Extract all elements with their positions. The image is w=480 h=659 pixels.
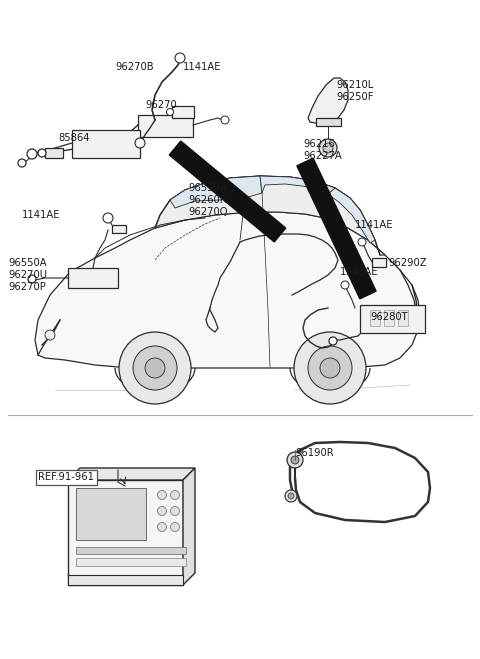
- Bar: [370, 310, 380, 326]
- Bar: [360, 305, 425, 333]
- Text: 96280T: 96280T: [370, 312, 408, 322]
- Circle shape: [170, 490, 180, 500]
- Text: 96550A: 96550A: [8, 258, 47, 268]
- Circle shape: [287, 452, 303, 468]
- Bar: [68, 575, 183, 585]
- Text: 96270P: 96270P: [8, 282, 46, 292]
- Text: 96270: 96270: [145, 100, 177, 110]
- Polygon shape: [183, 468, 195, 585]
- Polygon shape: [155, 176, 385, 255]
- Circle shape: [18, 159, 26, 167]
- Bar: [76, 488, 146, 540]
- Text: 96216: 96216: [303, 139, 335, 149]
- Circle shape: [323, 143, 333, 153]
- Polygon shape: [308, 78, 348, 124]
- Bar: [72, 130, 140, 158]
- Circle shape: [288, 493, 294, 499]
- Circle shape: [291, 456, 299, 464]
- Text: 1141AE: 1141AE: [183, 62, 221, 72]
- Bar: [76, 547, 186, 554]
- Bar: [68, 268, 118, 288]
- Bar: [76, 558, 186, 566]
- Text: 96270B: 96270B: [115, 62, 154, 72]
- Circle shape: [358, 238, 366, 246]
- Polygon shape: [68, 468, 195, 480]
- Circle shape: [175, 53, 185, 63]
- Circle shape: [45, 330, 55, 340]
- Text: 96270Q: 96270Q: [188, 207, 228, 217]
- Circle shape: [170, 507, 180, 515]
- Polygon shape: [170, 176, 262, 208]
- Circle shape: [38, 149, 46, 157]
- Bar: [112, 225, 126, 233]
- Circle shape: [157, 507, 167, 515]
- Text: REF.91-961: REF.91-961: [38, 472, 94, 482]
- Text: 96270U: 96270U: [8, 270, 47, 280]
- Text: 96250F: 96250F: [336, 92, 373, 102]
- Bar: [384, 310, 394, 326]
- Bar: [316, 118, 341, 126]
- Circle shape: [27, 149, 37, 159]
- Text: 96190R: 96190R: [295, 448, 334, 458]
- Bar: [68, 480, 183, 585]
- Bar: [372, 258, 386, 267]
- Circle shape: [28, 275, 36, 283]
- Circle shape: [103, 213, 113, 223]
- Text: 1141AE: 1141AE: [22, 210, 60, 220]
- Polygon shape: [35, 212, 420, 368]
- Circle shape: [170, 523, 180, 532]
- Circle shape: [157, 523, 167, 532]
- Text: 85864: 85864: [58, 133, 89, 143]
- Text: 1141AE: 1141AE: [355, 220, 394, 230]
- Circle shape: [135, 138, 145, 148]
- Text: 96260R: 96260R: [188, 195, 227, 205]
- Circle shape: [285, 490, 297, 502]
- Circle shape: [167, 109, 173, 115]
- Bar: [172, 106, 194, 118]
- Polygon shape: [328, 188, 375, 243]
- Bar: [138, 115, 193, 137]
- Circle shape: [308, 346, 352, 390]
- Circle shape: [133, 346, 177, 390]
- Circle shape: [221, 116, 229, 124]
- Circle shape: [157, 490, 167, 500]
- Bar: [45, 148, 63, 158]
- Circle shape: [319, 139, 337, 157]
- Bar: [398, 310, 408, 326]
- Polygon shape: [297, 158, 376, 299]
- Text: 96559A: 96559A: [188, 183, 227, 193]
- Text: 96227A: 96227A: [303, 151, 342, 161]
- Text: 96290Z: 96290Z: [388, 258, 427, 268]
- Polygon shape: [260, 176, 335, 194]
- Circle shape: [119, 332, 191, 404]
- Circle shape: [341, 281, 349, 289]
- Circle shape: [320, 358, 340, 378]
- Circle shape: [294, 332, 366, 404]
- Polygon shape: [169, 141, 286, 242]
- Text: 96210L: 96210L: [336, 80, 373, 90]
- Circle shape: [329, 337, 337, 345]
- Circle shape: [145, 358, 165, 378]
- Text: 1141AE: 1141AE: [340, 267, 379, 277]
